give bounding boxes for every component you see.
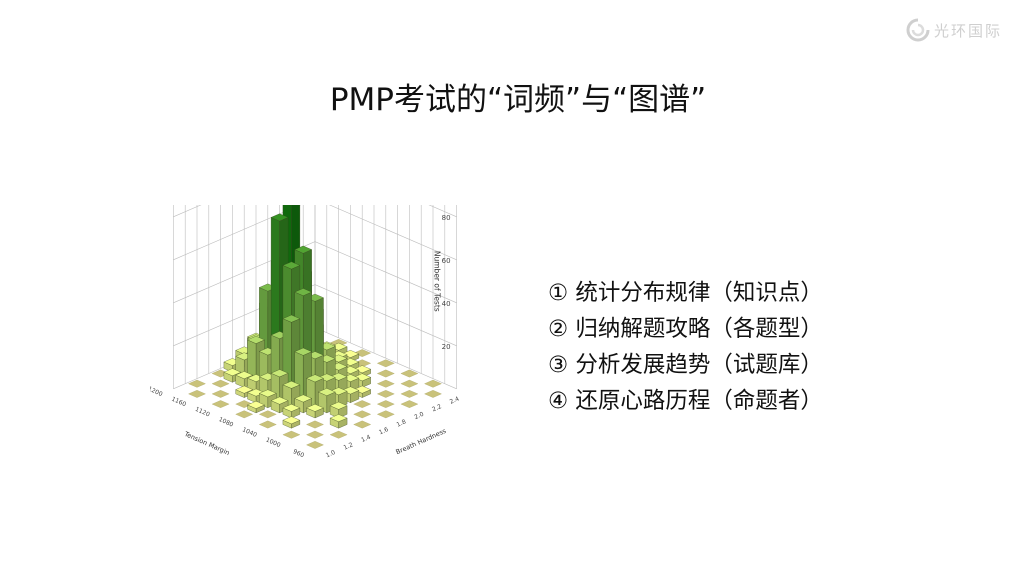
bar [282,261,301,270]
y-tick-label: 1.8 [396,418,408,428]
z-axis-label: Number of Tests [433,251,442,312]
bar [294,288,313,296]
floor-cell [353,400,372,408]
list-item: ③ 分析发展趋势（试题库） [548,352,823,378]
bar [270,213,289,222]
floor-cell [211,390,230,398]
floor-cell [306,441,324,449]
y-axis-label: Breath Hardness [395,427,448,457]
floor-cell [211,400,230,408]
floor-cell [400,379,419,388]
bar [282,416,301,425]
bar [282,314,301,323]
y-tick-label: 2.4 [449,395,461,405]
brand-logo: 光环国际 [906,18,1002,42]
brand-logo-icon [906,18,930,42]
floor-cell [376,400,395,408]
wall-grid-line [173,205,457,261]
z-tick-label: 60 [442,257,451,265]
floor-cell [258,420,277,429]
floor-cell [400,390,419,398]
bar [294,245,313,254]
floor-cell [188,379,206,388]
floor-cell [353,410,372,419]
y-tick-label: 1.6 [378,426,390,436]
bar [270,369,289,378]
floor-cell [306,430,324,439]
floor-cell [376,390,395,398]
wall-grid-line [173,241,457,304]
x-tick-label: 1000 [265,436,282,449]
points-list: ① 统计分布规律（知识点） ② 归纳解题攻略（各题型） ③ 分析发展趋势（试题库… [548,275,823,419]
floor-cell [282,430,301,439]
z-tick-label: 80 [442,214,451,222]
floor-cell [258,410,277,419]
x-tick-label: 1200 [150,385,164,398]
bar [306,404,324,412]
wall-grid-line [173,284,457,347]
brand-logo-text: 光环国际 [934,21,1003,40]
x-axis-label: Tension Margin [182,430,231,457]
y-tick-label: 2.2 [431,403,443,413]
y-tick-label: 2.0 [413,411,425,421]
bar [329,401,348,410]
y-tick-label: 1.4 [360,434,372,444]
floor-cell [400,369,419,378]
list-item: ④ 还原心路历程（命题者） [548,388,823,414]
y-tick-label: 1.0 [325,449,337,459]
floor-cell [376,369,395,378]
y-tick-label: 1.2 [343,441,355,451]
bar [317,388,336,396]
list-item: ② 归纳解题攻略（各题型） [548,316,823,342]
z-tick-label: 20 [442,343,451,351]
bar [294,347,313,356]
floor-cell [376,410,395,419]
bar [258,389,277,398]
bar [247,336,265,344]
floor-cell [376,379,395,388]
floor-cell [400,400,419,408]
bar [329,414,348,422]
bar [235,385,254,394]
floor-cell [424,390,442,398]
bar3d-chart: 20406080100Number of Tests96010001040108… [150,205,461,459]
x-tick-label: 960 [292,448,305,459]
bar [282,404,301,412]
bar [282,380,301,389]
slide-title: PMP考试的“词频”与“图谱” [329,82,707,118]
floor-cell [306,420,324,429]
z-tick-label: 40 [442,300,451,308]
x-tick-label: 1120 [194,406,211,419]
bar [306,374,324,383]
bar [223,368,242,376]
floor-cell [376,359,395,368]
bar [235,371,254,379]
floor-cell [188,390,206,398]
floor-cell [235,410,254,419]
bar [247,401,265,409]
list-item: ① 统计分布规律（知识点） [548,280,823,306]
bar [294,394,313,403]
x-tick-label: 1040 [241,426,258,439]
floor-cell [329,430,348,439]
bar [270,396,289,405]
floor-cell [211,379,230,388]
floor-cell [353,420,372,429]
x-tick-label: 1080 [218,416,235,429]
x-tick-label: 1160 [170,396,187,409]
floor-cell [424,379,442,388]
